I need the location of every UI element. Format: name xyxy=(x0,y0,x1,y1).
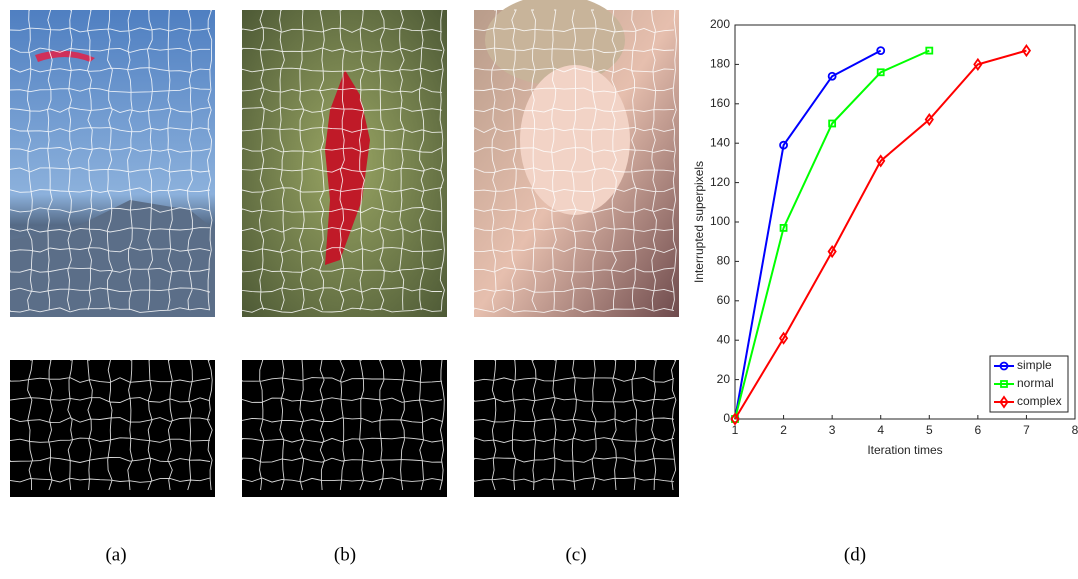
y-tick-label: 160 xyxy=(710,96,730,110)
x-tick-label: 4 xyxy=(877,423,884,437)
figure: (a) (b) (c) (d) Iteration times Interrup… xyxy=(0,0,1078,574)
legend-label: complex xyxy=(1017,394,1062,408)
y-tick-label: 200 xyxy=(710,17,730,31)
y-tick-label: 120 xyxy=(710,175,730,189)
x-tick-label: 6 xyxy=(975,423,982,437)
boundary-map-b xyxy=(242,360,447,497)
legend-label: normal xyxy=(1017,376,1054,390)
x-tick-label: 7 xyxy=(1023,423,1030,437)
y-tick-label: 0 xyxy=(723,411,730,425)
x-tick-label: 5 xyxy=(926,423,933,437)
panel-label: (b) xyxy=(334,544,356,565)
y-tick-label: 100 xyxy=(710,214,730,228)
y-tick-label: 60 xyxy=(717,293,731,307)
x-axis-label: Iteration times xyxy=(867,443,942,457)
x-tick-label: 3 xyxy=(829,423,836,437)
y-tick-label: 180 xyxy=(710,57,730,71)
y-axis-label: Interrupted superpixels xyxy=(692,161,706,283)
y-tick-label: 40 xyxy=(717,332,731,346)
panel-label: (c) xyxy=(565,544,586,565)
y-tick-label: 80 xyxy=(717,254,731,268)
x-tick-label: 8 xyxy=(1072,423,1078,437)
panel-label: (d) xyxy=(844,544,866,565)
y-tick-label: 140 xyxy=(710,135,730,149)
legend-label: simple xyxy=(1017,358,1052,372)
boundary-map-c xyxy=(474,360,679,497)
y-tick-label: 20 xyxy=(717,372,731,386)
panel-label: (a) xyxy=(105,544,126,565)
x-tick-label: 2 xyxy=(780,423,787,437)
